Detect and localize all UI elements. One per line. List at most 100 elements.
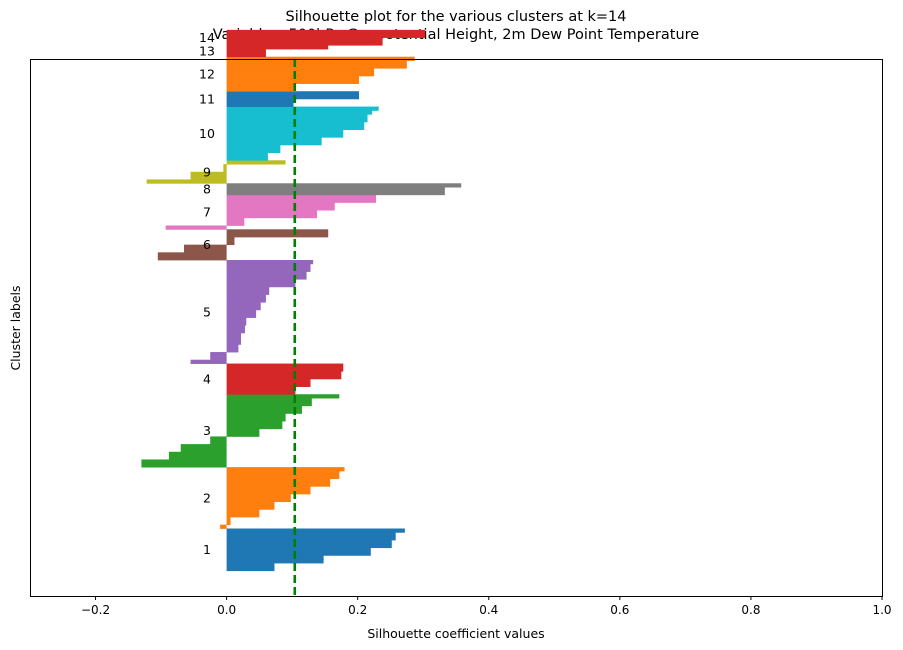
silhouette-bar (226, 332, 242, 338)
silhouette-bar (226, 202, 335, 207)
silhouette-bar (226, 133, 344, 138)
silhouette-bar (226, 233, 329, 238)
cluster-8-bars (226, 183, 462, 196)
silhouette-bar (226, 183, 462, 188)
cluster-label: 6 (203, 237, 211, 252)
silhouette-bar (226, 432, 260, 437)
silhouette-bar (226, 194, 377, 200)
plot-frame (30, 59, 883, 597)
silhouette-bar (223, 164, 227, 169)
silhouette-bar (210, 436, 227, 441)
silhouette-bar (226, 536, 396, 541)
silhouette-bar (226, 125, 365, 130)
silhouette-bar (226, 137, 322, 142)
silhouette-bar (226, 98, 294, 104)
silhouette-bar (226, 129, 344, 134)
x-tick-label: 0.8 (741, 603, 760, 617)
silhouette-bar (226, 102, 294, 107)
silhouette-bar (226, 421, 283, 426)
silhouette-bar (226, 344, 239, 349)
cluster-12-bars (226, 56, 415, 92)
cluster-label: 9 (203, 164, 211, 179)
cluster-3-bars (141, 394, 340, 468)
silhouette-bar (226, 493, 291, 499)
silhouette-bar (226, 87, 296, 92)
silhouette-bar (226, 56, 415, 61)
silhouette-bar (226, 555, 324, 560)
silhouette-bar (226, 478, 331, 483)
silhouette-bar (226, 539, 392, 545)
silhouette-bar (226, 551, 371, 556)
cluster-label: 12 (199, 66, 215, 81)
silhouette-bar (226, 229, 329, 234)
silhouette-bar (226, 501, 275, 506)
silhouette-bar (223, 167, 227, 173)
x-tick-label: 0.4 (479, 603, 498, 617)
silhouette-bar (190, 175, 227, 180)
silhouette-bar (226, 198, 377, 203)
silhouette-bar (226, 110, 373, 115)
silhouette-bar (226, 283, 296, 288)
silhouette-bar (184, 248, 227, 253)
silhouette-bar (226, 37, 383, 42)
cluster-5-bars (190, 259, 314, 364)
silhouette-bar (226, 371, 342, 376)
silhouette-bar (226, 152, 268, 157)
silhouette-bar (210, 440, 227, 445)
silhouette-bar (226, 298, 266, 303)
silhouette-bar (226, 348, 239, 353)
cluster-label: 8 (203, 182, 211, 197)
x-tick-label: 0.0 (217, 603, 236, 617)
cluster-6-bars (157, 229, 329, 261)
silhouette-bar (141, 459, 227, 464)
silhouette-bar (226, 336, 242, 341)
silhouette-bar (220, 524, 227, 529)
silhouette-bar (180, 444, 227, 449)
silhouette-bar (226, 271, 307, 276)
cluster-13-bars (226, 45, 329, 58)
cluster-label: 11 (199, 91, 215, 106)
silhouette-bar (226, 267, 311, 272)
cluster-1-bars (226, 528, 405, 572)
silhouette-bar (226, 340, 242, 345)
silhouette-bar (226, 279, 296, 284)
silhouette-bar (226, 29, 426, 35)
silhouette-bar (226, 79, 360, 84)
silhouette-bar (226, 386, 296, 391)
silhouette-bar (226, 409, 302, 414)
silhouette-bar (226, 106, 379, 111)
silhouette-bars (141, 29, 462, 572)
cluster-2-bars (220, 467, 345, 529)
silhouette-bar (226, 275, 307, 280)
cluster-10-bars (226, 106, 379, 161)
y-axis-label: Cluster labels (8, 285, 23, 370)
silhouette-bar (226, 559, 324, 564)
silhouette-bar (226, 33, 426, 38)
silhouette-bar (226, 566, 275, 572)
silhouette-bar (226, 263, 311, 269)
silhouette-bar (226, 401, 312, 407)
silhouette-bar (226, 91, 360, 96)
silhouette-bar (226, 148, 281, 153)
cluster-label: 1 (203, 542, 211, 557)
silhouette-bar (226, 83, 296, 88)
silhouette-bar (226, 417, 286, 422)
silhouette-bar (226, 317, 247, 322)
silhouette-bar (226, 398, 312, 403)
silhouette-bar (226, 309, 257, 315)
silhouette-bar (210, 352, 227, 357)
silhouette-bar (226, 486, 311, 491)
silhouette-bar (226, 543, 392, 549)
silhouette-bar (226, 424, 283, 430)
silhouette-bar (226, 329, 245, 334)
cluster-7-bars (165, 194, 377, 230)
x-tick-label: 1.0 (872, 603, 891, 617)
silhouette-bar (226, 532, 396, 537)
silhouette-bar (226, 217, 245, 223)
silhouette-bar (226, 513, 260, 518)
cluster-14-bars (226, 29, 426, 46)
silhouette-bar (226, 45, 329, 50)
silhouette-bar (157, 256, 227, 261)
silhouette-bar (226, 497, 291, 503)
